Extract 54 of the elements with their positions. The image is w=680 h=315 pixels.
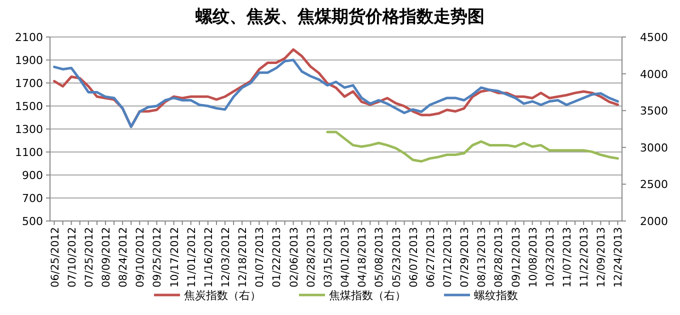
- x-tick-label: 08/24/2012: [118, 227, 130, 288]
- y-tick-label: 500: [22, 215, 43, 228]
- x-tick-label: 04/18/2013: [356, 227, 369, 288]
- x-tick-label: 11/01/2012: [186, 227, 198, 288]
- x-tick-label: 02/06/2013: [288, 227, 300, 288]
- legend-label: 焦炭指数（右）: [184, 289, 261, 302]
- y2-tick-label: 3000: [640, 141, 668, 154]
- y-tick-label: 1700: [15, 77, 43, 90]
- x-tick-label: 10/17/2012: [168, 227, 181, 288]
- x-tick-label: 05/23/2013: [390, 227, 403, 288]
- x-tick-label: 04/01/2013: [340, 227, 352, 288]
- y-tick-label: 1900: [15, 54, 43, 67]
- y-tick-label: 2100: [15, 31, 43, 44]
- x-tick-label: 11/16/2012: [202, 227, 215, 288]
- x-tick-label: 10/23/2013: [544, 227, 556, 288]
- x-tick-label: 08/13/2013: [476, 227, 488, 288]
- y-tick-label: 700: [22, 192, 43, 205]
- x-tick-label: 06/25/2012: [49, 227, 62, 288]
- x-tick-label: 02/28/2013: [305, 227, 318, 288]
- x-tick-label: 09/12/2013: [510, 227, 522, 288]
- x-tick-label: 12/03/2012: [220, 227, 232, 288]
- y2-tick-label: 4000: [640, 68, 668, 81]
- x-tick-label: 12/09/2013: [596, 227, 608, 288]
- line-series: [326, 130, 619, 163]
- y-tick-label: 1300: [15, 123, 43, 136]
- x-tick-label: 12/18/2012: [237, 227, 250, 288]
- x-tick-label: 07/25/2012: [83, 227, 96, 288]
- x-tick-label: 09/10/2012: [134, 227, 147, 288]
- y-tick-label: 1100: [15, 146, 43, 159]
- legend-label: 螺纹指数: [474, 289, 518, 302]
- chart-title: 螺纹、焦炭、焦煤期货价格指数走势图: [194, 7, 484, 27]
- x-tick-label: 11/07/2013: [562, 227, 574, 288]
- x-tick-label: 09/25/2012: [152, 227, 164, 288]
- x-tick-label: 03/15/2013: [322, 227, 334, 288]
- legend-label: 焦煤指数（右）: [329, 289, 406, 302]
- x-tick-label: 06/07/2013: [408, 227, 420, 288]
- y2-tick-label: 3500: [640, 104, 668, 118]
- y-tick-label: 1500: [15, 100, 43, 113]
- y2-tick-label: 4500: [640, 31, 668, 44]
- x-tick-label: 06/27/2013: [424, 227, 437, 288]
- x-tick-label: 07/10/2012: [66, 227, 78, 288]
- x-tick-label: 01/07/2013: [254, 227, 266, 288]
- x-tick-label: 07/29/2013: [459, 227, 472, 288]
- x-tick-label: 10/08/2013: [527, 227, 540, 288]
- x-tick-label: 01/22/2013: [271, 227, 284, 288]
- y-tick-label: 900: [22, 169, 43, 182]
- x-tick-label: 12/24/2013: [612, 227, 625, 288]
- x-tick-label: 08/09/2012: [100, 227, 112, 288]
- x-tick-label: 07/12/2013: [442, 227, 454, 288]
- y2-tick-label: 2500: [640, 178, 668, 192]
- y2-tick-label: 2000: [640, 215, 668, 228]
- x-tick-label: 11/22/2013: [578, 227, 591, 288]
- x-tick-label: 05/08/2013: [374, 227, 386, 288]
- x-tick-label: 08/28/2013: [493, 227, 506, 288]
